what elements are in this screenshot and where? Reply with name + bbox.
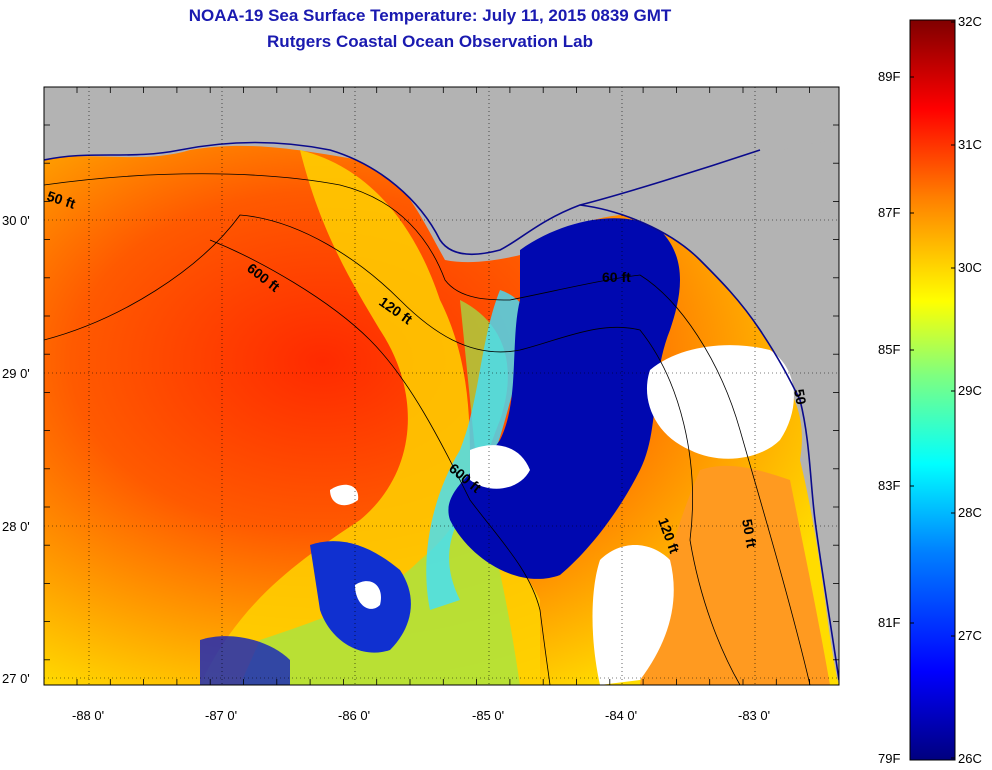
colorbar-celsius-label: 27C [958,628,982,643]
lon-tick-label: -87 0' [205,708,237,723]
cold-water [448,218,680,579]
lon-tick-label: -85 0' [472,708,504,723]
lat-tick-label: 29 0' [2,366,30,381]
contour-label-60ft: 60 ft [602,269,631,285]
contour-600ft [209,239,551,685]
colorbar-ticks [910,21,955,759]
colorbar-fahrenheit-label: 87F [878,205,900,220]
panhandle-land [44,87,839,255]
cloud-small [330,484,359,506]
coastline [44,141,839,681]
contour-label-50-coast: 50 [791,388,809,406]
longitude-labels: -88 0' -87 0' -86 0' -85 0' -84 0' -83 0… [72,708,770,723]
cold-patch-southwest [200,636,290,685]
colorbar-celsius-label: 29C [958,383,982,398]
grid-lines [44,87,839,685]
colorbar-fahrenheit-label: 85F [878,342,900,357]
lat-tick-label: 27 0' [2,671,30,686]
cloud-center [470,445,530,489]
map-subtitle: Rutgers Coastal Ocean Observation Lab [267,32,593,51]
colorbar-fahrenheit-label: 81F [878,615,900,630]
contour-50ft [44,173,811,685]
map-title: NOAA-19 Sea Surface Temperature: July 11… [188,6,672,25]
map-frame [43,86,840,686]
colorbar-celsius-label: 26C [958,751,982,766]
map-panel [44,87,839,685]
colorbar-celsius-label: 32C [958,14,982,29]
colorbar: 32C 31C 30C 29C 28C 27C 26C 89F 87F 85F … [878,14,982,766]
colorbar-fahrenheit-label: 89F [878,69,900,84]
lat-tick-label: 28 0' [2,519,30,534]
colorbar-fahrenheit-label: 83F [878,478,900,493]
colorbar-fahrenheit-label: 79F [878,751,900,766]
lon-tick-label: -84 0' [605,708,637,723]
cloud-southwest [355,581,381,609]
lat-tick-label: 30 0' [2,213,30,228]
latitude-labels: 30 0' 29 0' 28 0' 27 0' [2,213,30,686]
florida-land [520,87,839,680]
colorbar-celsius-label: 30C [958,260,982,275]
contour-label-50ft-east: 50 ft [739,518,760,549]
colorbar-celsius-label: 31C [958,137,982,152]
east-warm-water [640,465,830,685]
lon-tick-label: -88 0' [72,708,104,723]
colorbar-gradient [909,19,956,761]
colorbar-celsius-label: 28C [958,505,982,520]
lon-tick-label: -83 0' [738,708,770,723]
lon-tick-label: -86 0' [338,708,370,723]
cloud-south [592,545,674,685]
contour-120ft [44,214,741,685]
cloud-big-east [646,345,794,459]
